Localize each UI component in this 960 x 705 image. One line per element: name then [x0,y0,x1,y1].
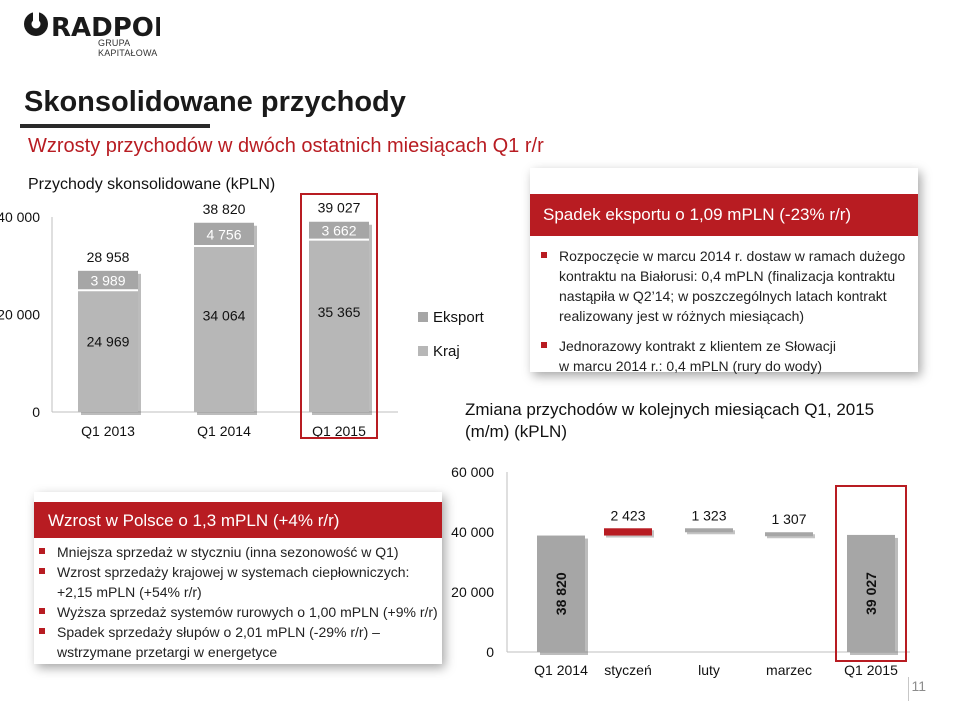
domestic-bullet-list: Mniejsza sprzedaż w styczniu (inna sezon… [39,542,439,662]
waterfall-change-label: 2 423 [610,507,645,523]
waterfall-total-label: 38 820 [553,572,569,615]
legend-label-eksport: Eksport [433,309,485,326]
waterfall-chart: Zmiana przychodów w kolejnych miesiącach… [440,395,960,695]
export-bullet-text: nastąpiła w Q2’14; w poszczególnych lata… [559,288,887,304]
waterfall-increase-bar [604,528,652,536]
export-panel: Spadek eksportu o 1,09 mPLN (-23% r/r) R… [530,168,918,374]
waterfall-y-tick-label: 60 000 [451,464,494,480]
waterfall-x-tick-label: styczeń [604,662,651,678]
export-bullet-list: Rozpoczęcie w marcu 2014 r. dostaw w ram… [541,246,911,376]
waterfall-total-label: 39 027 [863,572,879,615]
domestic-bullet-text: Mniejsza sprzedaż w styczniu (inna sezon… [57,544,399,560]
revenue-chart-title: Przychody skonsolidowane (kPLN) [28,176,276,193]
waterfall-x-tick-label: luty [698,662,720,678]
radpol-logo-graphic: RADPOL [24,12,170,43]
revenue-eksport-label: 3 662 [321,223,356,239]
revenue-kraj-label: 35 365 [318,304,361,320]
page-subtitle: Wzrosty przychodów w dwóch ostatnich mie… [28,135,544,157]
revenue-bar-kraj [194,245,254,412]
page-number-divider [908,677,909,701]
revenue-highlight-box [300,193,378,439]
legend-swatch-kraj [418,346,428,356]
revenue-bar-eksport [309,221,369,240]
waterfall-chart-title: Zmiana przychodów w kolejnych miesiącach… [465,400,875,441]
waterfall-change-label: 1 323 [691,507,726,523]
domestic-bullet-text: Spadek sprzedaży słupów o 2,01 mPLN (-29… [57,624,380,640]
revenue-eksport-label: 4 756 [206,226,241,242]
domestic-panel-header: Wzrost w Polsce o 1,3 mPLN (+4% r/r) [34,502,442,538]
revenue-bar-kraj [78,290,138,412]
revenue-x-tick-label: Q1 2013 [81,423,135,439]
waterfall-highlight-box [835,485,907,662]
waterfall-total-bar [847,534,895,652]
waterfall-x-tick-label: Q1 2015 [844,662,898,678]
bullet-square-icon [39,548,45,554]
legend-label-kraj: Kraj [433,343,460,360]
bullet-square-icon [39,568,45,574]
domestic-bullet-item: Mniejsza sprzedaż w styczniu (inna sezon… [39,542,439,562]
export-panel-title: Spadek eksportu o 1,09 mPLN (-23% r/r) [543,205,852,224]
title-underline [20,124,210,128]
export-bullet-text: kontraktu na Białorusi: 0,4 mPLN (finali… [559,268,896,284]
revenue-y-tick-label: 20 000 [0,307,40,323]
company-logo: RADPOL GRUPA KAPITAŁOWA [20,8,170,58]
revenue-bar-eksport [194,222,254,246]
bullet-square-icon [39,628,45,634]
export-bullet-item: Rozpoczęcie w marcu 2014 r. dostaw w ram… [541,246,911,326]
export-panel-header: Spadek eksportu o 1,09 mPLN (-23% r/r) [530,194,918,236]
revenue-chart: Przychody skonsolidowane (kPLN) 0 20 000 4… [0,170,520,450]
domestic-panel: Wzrost w Polsce o 1,3 mPLN (+4% r/r) Mni… [34,492,442,664]
waterfall-y-tick-label: 40 000 [451,524,494,540]
revenue-kraj-label: 24 969 [87,333,130,349]
revenue-y-tick-label: 40 000 [0,209,40,225]
page-number: 11 [911,678,926,694]
domestic-bullet-text: wstrzymane przetargi w energetyce [57,644,278,660]
domestic-bullet-item: Wzrost sprzedaży krajowej w systemach ci… [39,562,439,602]
waterfall-total-bar [537,535,585,652]
page-title: Skonsolidowane przychody [24,86,406,118]
export-bullet-text: w marcu 2014 r.: 0,4 mPLN (rury do wody) [559,358,822,374]
waterfall-y-tick-label: 0 [486,644,494,660]
bullet-square-icon [541,342,547,348]
revenue-kraj-label: 34 064 [203,308,246,324]
waterfall-decrease-bar [765,532,813,537]
waterfall-decrease-bar [685,528,733,533]
revenue-eksport-label: 3 989 [90,273,125,289]
revenue-chart-svg: 0 20 000 40 000 24 969 3 989 28 958 Q1 2013 34 … [0,193,485,439]
logo-text: RADPOL [51,13,160,43]
revenue-x-tick-label: Q1 2014 [197,423,251,439]
export-bullet-item: Jednorazowy kontrakt z klientem ze Słowa… [541,336,911,376]
bullet-square-icon [39,608,45,614]
domestic-bullet-text: Wyższa sprzedaż systemów rurowych o 1,00… [57,604,438,620]
revenue-total-label: 28 958 [87,249,130,265]
revenue-total-label: 38 820 [203,201,246,217]
revenue-total-label: 39 027 [318,200,361,216]
revenue-bar-eksport [78,270,138,291]
waterfall-y-tick-label: 20 000 [451,584,494,600]
export-bullet-text: realizowany jest w różnych miesiącach) [559,308,805,324]
logo-subtext: GRUPA KAPITAŁOWA [98,38,158,58]
domestic-bullet-text: Wzrost sprzedaży krajowej w systemach ci… [57,564,410,580]
revenue-bar-kraj [309,239,369,412]
waterfall-x-tick-label: marzec [766,662,812,678]
export-bullet-text: Rozpoczęcie w marcu 2014 r. dostaw w ram… [559,248,906,264]
legend-swatch-eksport [418,312,428,322]
domestic-bullet-item: Spadek sprzedaży słupów o 2,01 mPLN (-29… [39,622,439,662]
domestic-panel-title: Wzrost w Polsce o 1,3 mPLN (+4% r/r) [48,511,340,530]
waterfall-x-tick-label: Q1 2014 [534,662,588,678]
waterfall-change-label: 1 307 [771,511,806,527]
domestic-bullet-text: +2,15 mPLN (+54% r/r) [57,584,202,600]
export-bullet-text: Jednorazowy kontrakt z klientem ze Słowa… [559,338,837,354]
revenue-x-tick-label: Q1 2015 [312,423,366,439]
revenue-y-tick-label: 0 [32,404,40,420]
waterfall-chart-svg: 0 20 000 40 000 60 000 38 820 Q1 2014 2 423 sty… [451,464,910,678]
bullet-square-icon [541,252,547,258]
domestic-bullet-item: Wyższa sprzedaż systemów rurowych o 1,00… [39,602,439,622]
